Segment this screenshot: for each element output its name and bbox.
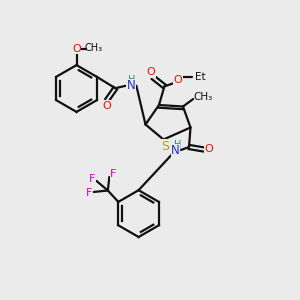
Text: N: N <box>127 79 135 92</box>
Text: O: O <box>103 100 111 111</box>
Text: H: H <box>174 140 181 150</box>
Text: H: H <box>128 75 136 85</box>
Text: S: S <box>161 140 169 153</box>
Text: N: N <box>171 144 180 157</box>
Text: CH₃: CH₃ <box>193 92 212 103</box>
Text: Et: Et <box>195 72 206 82</box>
Text: F: F <box>110 169 117 179</box>
Text: O: O <box>147 67 156 77</box>
Text: F: F <box>86 188 92 198</box>
Text: F: F <box>89 174 95 184</box>
Text: O: O <box>72 44 81 54</box>
Text: CH₃: CH₃ <box>85 43 103 53</box>
Text: O: O <box>174 75 183 85</box>
Text: O: O <box>204 144 213 154</box>
